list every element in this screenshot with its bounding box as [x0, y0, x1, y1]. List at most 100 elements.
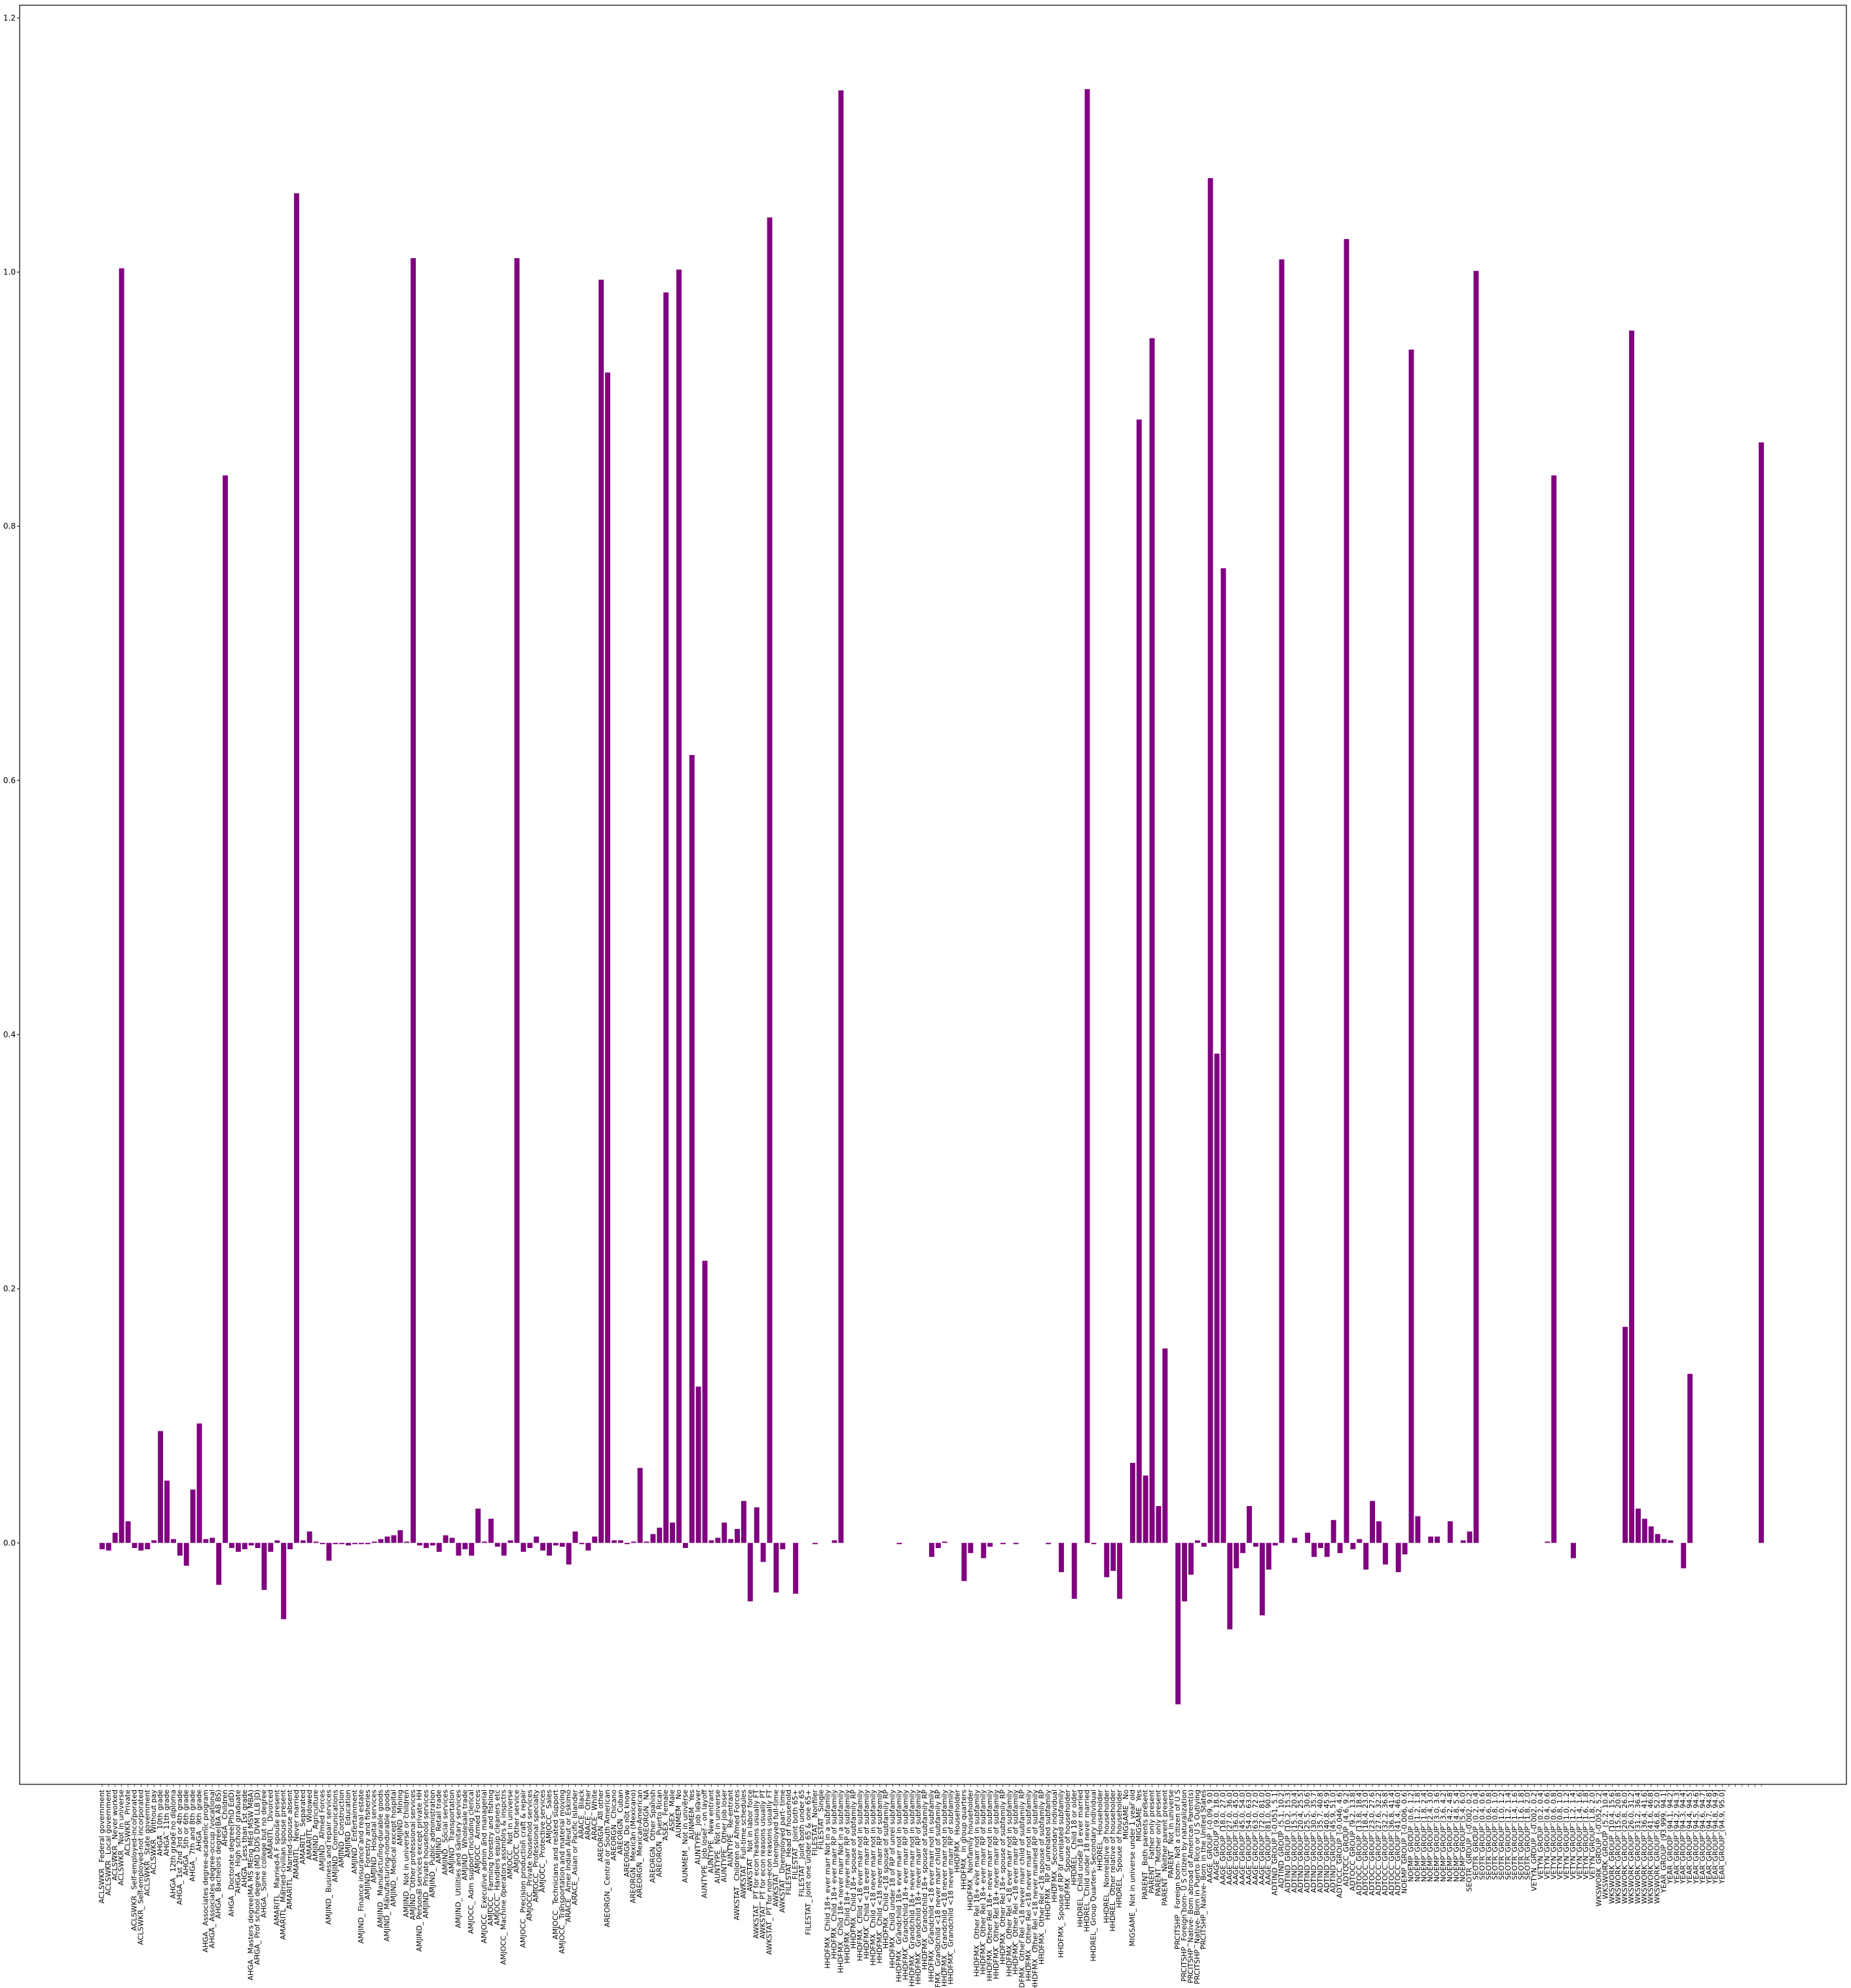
- bar: [624, 1543, 630, 1545]
- x-tick-label: AMJIND_ Hospital services: [370, 1790, 378, 1883]
- x-tick-label: VETYN_GROUP_(0.6, 0.8]: [1549, 1790, 1558, 1879]
- x-tick-label: AWKSTAT_ PT for econ reasons usually PT: [759, 1790, 767, 1939]
- x-tick-label: SEOTR_GROUP_(1.2, 1.4]: [1504, 1790, 1512, 1880]
- bar: [339, 1543, 345, 1545]
- bar: [411, 258, 416, 1543]
- x-tick-label: AREORGN_ Central or South American: [603, 1790, 612, 1927]
- x-tick-label: PRCITSHP_ Foreign born- Not a citizen of…: [1173, 1790, 1182, 1949]
- bar: [1220, 568, 1226, 1543]
- x-tick-label: AWKSTAT_ PT for non-econ reasons usually…: [765, 1790, 774, 1955]
- bar: [1110, 1543, 1116, 1571]
- bar: [1337, 1543, 1343, 1553]
- bar: [1395, 1543, 1401, 1572]
- bar: [1259, 1543, 1265, 1615]
- x-tick-label: AMJIND_ Entertainment: [350, 1789, 359, 1873]
- x-tick-label: HHDREL_ Child 18 or older: [1070, 1790, 1078, 1886]
- x-tick-label: VETYN_GROUP_(1.6, 1.8]: [1582, 1790, 1590, 1879]
- x-tick-label: AWKSTAT_ Children or Armed Forces: [733, 1790, 741, 1921]
- bar: [397, 1530, 403, 1543]
- bar: [1129, 1463, 1135, 1543]
- bar: [1641, 1519, 1647, 1543]
- x-tick-label: AWKSTAT_ Unemployed part- time: [778, 1790, 786, 1913]
- x-tick-label: AHGA_ 5th or 6th grade: [182, 1790, 191, 1875]
- plot-frame: [19, 5, 1847, 1785]
- x-tick-label: AHGA_ Associates degree-occup /vocationa…: [208, 1790, 216, 1948]
- x-tick-label: ADTIND_GROUP_(5.1, 10.2]: [1277, 1790, 1286, 1888]
- x-tick-label: YEAR_GROUP_(94.8, 94.9]: [1712, 1790, 1720, 1885]
- bar: [832, 1540, 837, 1543]
- x-tick-label: AMJOCC_ Precision production craft & rep…: [519, 1790, 527, 1948]
- bar: [767, 217, 773, 1543]
- bar: [164, 1481, 170, 1543]
- x-tick-label: AMJIND_ Manufacturing-nondurable goods: [383, 1790, 392, 1942]
- x-tick-label: HHDFMX_ Child 18+ ever marr Not in a sub…: [824, 1790, 832, 1969]
- bar: [1324, 1543, 1330, 1557]
- bar: [1668, 1540, 1674, 1543]
- bar: [346, 1543, 352, 1546]
- bar: [391, 1535, 397, 1543]
- x-tick-label: SEOTR_GROUP_(1.6, 1.8]: [1517, 1790, 1526, 1880]
- x-tick-label: ACLSWKR_ Self-employed-incorporated: [130, 1790, 138, 1931]
- x-tick-label: YEAR_GROUP_(93.999, 94.1]: [1660, 1790, 1668, 1894]
- bar: [987, 1543, 993, 1547]
- x-tick-label: YEAR_GROUP_(94.1, 94.2]: [1666, 1790, 1674, 1885]
- x-tick-label: AAGE_GROUP_(36.0, 45.0]: [1232, 1790, 1240, 1885]
- bar: [183, 1543, 189, 1566]
- x-tick-label: AREORGN_ Chicano: [610, 1790, 618, 1861]
- x-tick-label: SEOTR_GROUP_(0.8, 1.0]: [1491, 1790, 1499, 1880]
- bar: [306, 1531, 312, 1543]
- x-tick-label: AMJIND_ Construction: [337, 1790, 346, 1868]
- bar: [735, 1528, 741, 1543]
- x-tick-label: AREORGN_ Other Spanish: [648, 1790, 657, 1883]
- bar: [469, 1543, 475, 1556]
- bar: [1357, 1539, 1363, 1543]
- bar: [287, 1543, 293, 1549]
- x-tick-label: AMJOCC_ Not in universe: [506, 1790, 515, 1879]
- x-tick-label: AMJIND_ Retail trade: [435, 1790, 443, 1864]
- bar: [1317, 1543, 1323, 1549]
- x-tick-label: HHDFMX_ In group quarters: [959, 1790, 968, 1890]
- bar: [1194, 1540, 1200, 1543]
- x-tick-label: HHDFMX_ Child <18 never marr RP of subfa…: [875, 1790, 884, 1964]
- bar: [190, 1489, 196, 1543]
- x-tick-label: ACLSWKR_ Never worked: [111, 1790, 119, 1881]
- x-tick-label: MIGSAME_ Not in universe under 1 year ol…: [1128, 1790, 1137, 1947]
- x-tick-label: ASEX_ Female: [661, 1790, 670, 1841]
- x-tick-label: HHDREL_ Householder: [1095, 1790, 1104, 1871]
- x-tick-label: HHDREL_ Other relative of householder: [1109, 1790, 1117, 1932]
- x-tick-label: FILESTAT_ Joint one under 65 & one 65+: [804, 1790, 813, 1935]
- x-tick-label: HHDREL_ Child under 18 ever married: [1076, 1790, 1085, 1927]
- bar: [1207, 177, 1213, 1543]
- bar: [534, 1536, 540, 1543]
- x-tick-label: AMJIND_ Public administration: [428, 1790, 437, 1898]
- bar: [132, 1543, 137, 1549]
- bar: [896, 1543, 902, 1545]
- x-tick-label: HHDFMX_ Child <18 ever marr RP of subfam…: [862, 1790, 871, 1959]
- bar: [1648, 1526, 1654, 1543]
- x-tick-label: WKSWORK_GROUP_(41.6, 46.8]: [1647, 1790, 1655, 1904]
- x-tick-label: AUNTYPE_ Other job loser: [720, 1790, 728, 1883]
- y-tick-label: 0.6: [3, 776, 16, 785]
- bar: [125, 1521, 131, 1543]
- bar: [475, 1508, 481, 1543]
- bar: [695, 1386, 701, 1543]
- bar: [326, 1543, 332, 1561]
- x-tick-label: PARENT_ Mother only present: [1154, 1789, 1162, 1896]
- bar: [1214, 1054, 1220, 1543]
- bar: [689, 755, 695, 1543]
- x-tick-label: AREORGN_ Do not know: [623, 1790, 631, 1877]
- x-tick-label: HHDFMX_ Other Rel <18 ever marr RP of su…: [1012, 1790, 1020, 1975]
- bar: [210, 1537, 215, 1543]
- x-tick-label: AAGE_GROUP_(27.0, 36.0]: [1225, 1790, 1234, 1885]
- x-tick-label: VETYN_GROUP_(-0.002, 0.2]: [1530, 1790, 1539, 1891]
- x-tick-label: FILESTAT_ Nonfiler: [811, 1790, 819, 1856]
- bar: [572, 1531, 578, 1543]
- x-tick-label: AMJIND_ Armed Forces: [318, 1790, 327, 1871]
- x-tick-label: AHGA_ Children: [221, 1790, 229, 1847]
- x-tick-label: AMJIND_ Private household services: [422, 1790, 430, 1919]
- x-tick-label: YEAR_GROUP_(94.3, 94.4]: [1679, 1790, 1687, 1885]
- x-tick-label: YEAR_GROUP_(94.2, 94.3]: [1672, 1790, 1681, 1885]
- bar: [1655, 1534, 1660, 1543]
- x-tick-label: AMARITL_ Never married: [292, 1790, 301, 1879]
- x-tick-label: PARENT_ Not in universe: [1167, 1790, 1175, 1879]
